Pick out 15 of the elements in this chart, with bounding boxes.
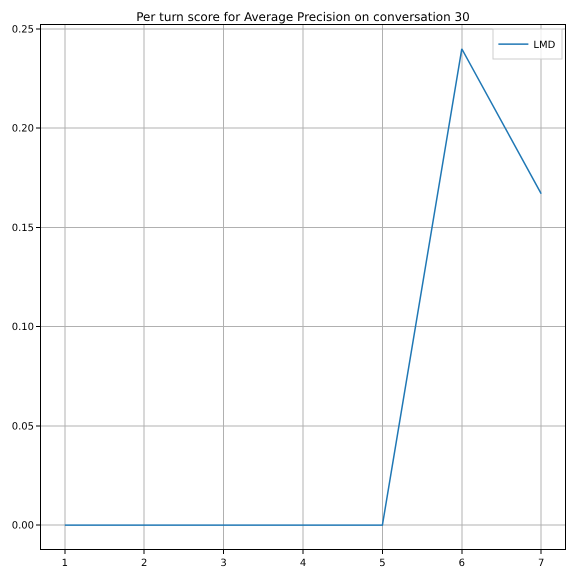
x-tick-label: 3	[220, 558, 227, 569]
y-tick-label: 0.25	[12, 24, 34, 36]
chart-title: Per turn score for Average Precision on conversation 30	[136, 10, 470, 24]
x-tick-label: 6	[458, 558, 465, 569]
y-tick-label: 0.20	[12, 124, 34, 135]
x-tick-label: 5	[379, 558, 386, 569]
y-tick-label: 0.00	[12, 520, 34, 532]
x-tick-label: 7	[538, 558, 544, 569]
x-tick-label: 1	[62, 558, 68, 569]
y-tick-label: 0.05	[12, 421, 34, 432]
y-tick-label: 0.10	[12, 322, 34, 334]
x-tick-label: 2	[141, 558, 148, 569]
legend-label: LMD	[533, 40, 556, 52]
y-tick-label: 0.15	[12, 222, 34, 234]
x-tick-label: 4	[300, 558, 306, 569]
